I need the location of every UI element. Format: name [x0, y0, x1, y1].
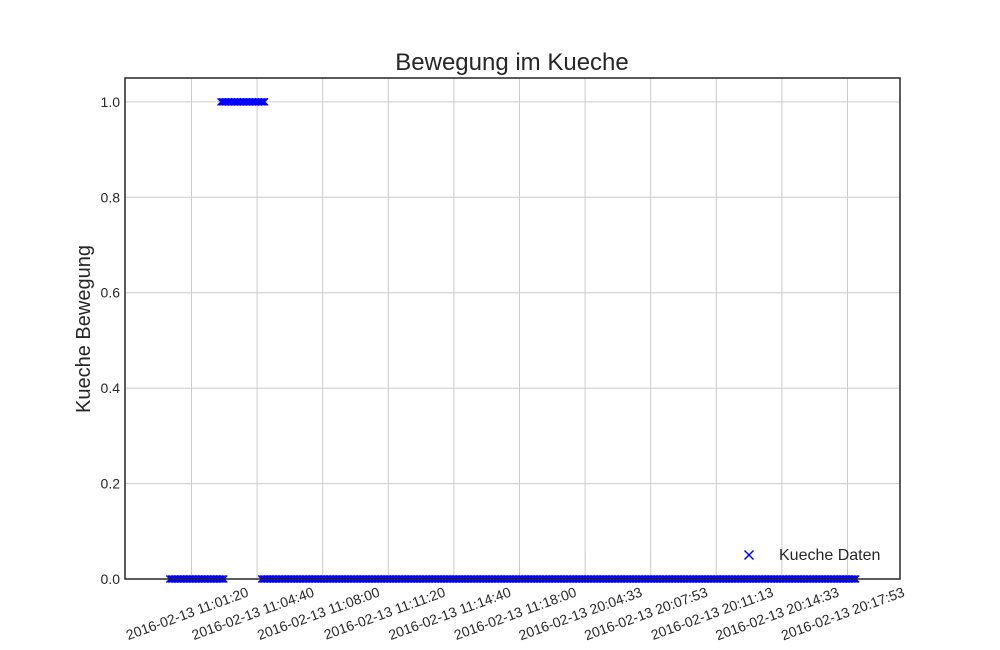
legend-label: Kueche Daten — [779, 547, 880, 564]
plot-frame — [124, 77, 901, 580]
chart-title: Bewegung im Kueche — [395, 49, 628, 76]
y-tick-label: 0.4 — [101, 380, 121, 396]
data-point — [257, 97, 266, 106]
data-run — [257, 575, 860, 583]
legend-marker-icon — [743, 549, 755, 561]
data-point — [259, 97, 267, 106]
y-axis-label: Kueche Bewegung — [73, 245, 95, 413]
y-axis: 0.0 0.2 0.4 0.6 0.8 1.0 — [101, 94, 121, 587]
legend: Kueche Daten — [743, 547, 880, 564]
data-points — [165, 97, 860, 583]
y-tick-label: 0.2 — [101, 476, 121, 492]
data-run — [217, 97, 269, 106]
data-point — [260, 97, 269, 106]
y-tick-label: 1.0 — [101, 94, 121, 110]
y-tick-label: 0.6 — [101, 285, 121, 301]
plot-background — [125, 78, 900, 579]
y-tick-label: 0.8 — [101, 189, 121, 205]
y-tick-label: 0.0 — [101, 571, 121, 587]
